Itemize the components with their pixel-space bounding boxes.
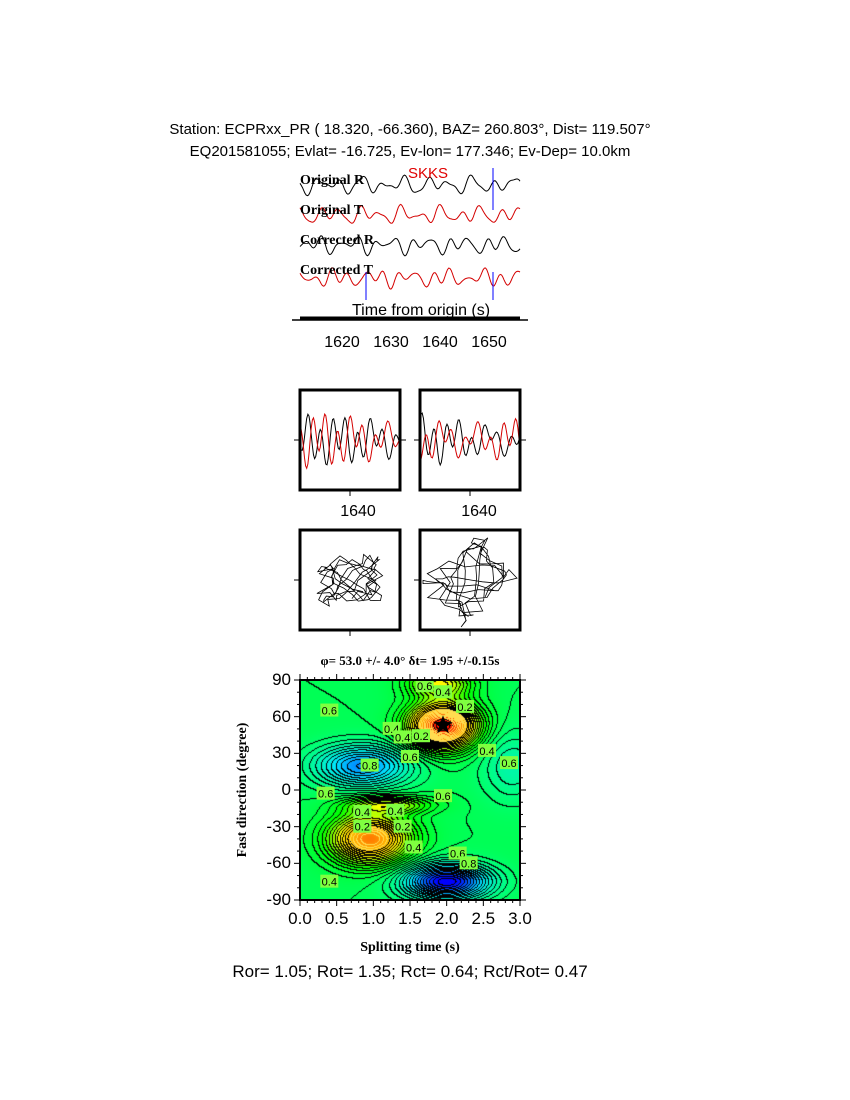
x-tick-label: 1.0	[361, 909, 386, 928]
time-axis-label: Time from origin (s)	[352, 302, 491, 319]
y-tick-label: 0	[281, 780, 291, 799]
x-tick-label: 2.0	[434, 909, 459, 928]
contour-label: 0.8	[459, 856, 478, 870]
x-tick-label: 0.0	[288, 909, 312, 928]
svg-text:0.6: 0.6	[322, 706, 337, 718]
waveform-trace	[299, 267, 521, 290]
svg-text:0.4: 0.4	[406, 842, 421, 854]
window-tick-left: 1640	[340, 503, 376, 520]
contour-label: 0.6	[316, 786, 335, 801]
svg-text:0.2: 0.2	[355, 822, 370, 834]
svg-text:0.4: 0.4	[479, 746, 494, 758]
heatmap-axes: 0.60.40.20.60.40.4 0.20.40.60.60.80.6 0.60…	[294, 674, 526, 906]
contour-label: 0.4	[404, 840, 423, 854]
y-tick-label: -30	[266, 816, 291, 836]
contour-label: 0.2	[353, 819, 372, 834]
ratio-summary: Ror= 1.05; Rot= 1.35; Rct= 0.64; Rct/Rot…	[232, 962, 588, 981]
y-tick-label: -90	[266, 890, 291, 909]
waveform-trace	[299, 235, 521, 257]
x-axis-label: Splitting time (s)	[360, 940, 460, 955]
waveform-panel	[292, 168, 528, 321]
svg-text:0.6: 0.6	[501, 758, 516, 770]
svg-text:0.8: 0.8	[461, 858, 476, 870]
time-tick-1630: 1630	[373, 334, 409, 351]
time-tick-1640: 1640	[422, 334, 458, 351]
y-tick-label: 30	[272, 743, 291, 763]
x-tick-label: 0.5	[324, 909, 349, 928]
y-tick-label: 60	[272, 706, 291, 726]
waveform-trace	[299, 203, 521, 224]
contour-label: 0.2	[456, 699, 474, 714]
svg-text:0.4: 0.4	[322, 877, 337, 889]
particle-motion	[316, 553, 384, 607]
trace-label-corrected-r: Corrected R	[300, 233, 374, 248]
y-axis-label: Fast direction (degree)	[235, 722, 250, 858]
contour-label: 0.2	[393, 819, 412, 834]
x-tick-label: 2.5	[471, 909, 496, 928]
svg-text:0.4: 0.4	[395, 732, 410, 744]
svg-text:0.4: 0.4	[355, 807, 370, 819]
svg-text:0.6: 0.6	[417, 681, 432, 693]
svg-text:0.4: 0.4	[388, 806, 403, 818]
trace-label-corrected-t: Corrected T	[300, 263, 373, 278]
svg-text:0.4: 0.4	[435, 687, 450, 699]
phase-label: SKKS	[408, 165, 449, 182]
slow-wave	[299, 412, 401, 470]
slow-wave	[419, 417, 521, 461]
time-tick-1620: 1620	[324, 334, 360, 351]
fast-wave	[419, 412, 521, 467]
waveform-trace	[299, 174, 521, 197]
contour-label: 0.2	[412, 729, 430, 743]
svg-text:0.8: 0.8	[362, 761, 377, 773]
station-info: Station: ECPRxx_PR ( 18.320, -66.360), B…	[169, 121, 651, 138]
contour-label: 0.4	[320, 874, 339, 889]
svg-text:0.2: 0.2	[457, 702, 472, 714]
svg-text:0.6: 0.6	[435, 791, 450, 803]
window-tick-right: 1640	[461, 503, 497, 520]
contour-label: 0.6	[500, 756, 518, 770]
chart-title: φ= 53.0 +/- 4.0° δt= 1.95 +/-0.15s	[320, 653, 500, 668]
contour-label: 0.6	[320, 703, 339, 718]
contour-label: 0.4	[393, 730, 412, 744]
y-tick-label: 90	[272, 670, 291, 689]
svg-text:0.2: 0.2	[413, 731, 428, 743]
misfit-heatmap	[300, 680, 520, 900]
event-info: EQ201581055; Evlat= -16.725, Ev-lon= 177…	[189, 143, 631, 160]
particle-motion	[422, 537, 518, 628]
x-tick-label: 1.5	[398, 909, 422, 928]
svg-text:0.6: 0.6	[402, 752, 417, 764]
contour-label: 0.8	[360, 758, 379, 773]
contour-label: 0.6	[434, 789, 452, 803]
best-fit-star-icon	[433, 715, 453, 734]
svg-text:0.6: 0.6	[318, 789, 333, 801]
time-tick-1650: 1650	[471, 334, 507, 351]
y-tick-label: -60	[266, 853, 291, 873]
contour-label: 0.4	[353, 805, 372, 819]
x-tick-label: 3.0	[508, 909, 532, 928]
window-panels	[294, 388, 526, 636]
contour-label: 0.6	[415, 679, 434, 693]
contour-label: 0.6	[401, 750, 419, 764]
svg-text:0.2: 0.2	[395, 822, 410, 834]
contour-label: 0.4	[478, 743, 496, 758]
contour-label: 0.4	[434, 685, 452, 699]
trace-label-original-t: Original T	[300, 203, 364, 218]
fast-wave	[299, 412, 401, 466]
trace-label-original-r: Original R	[300, 173, 365, 188]
contour-label: 0.4	[386, 803, 405, 818]
